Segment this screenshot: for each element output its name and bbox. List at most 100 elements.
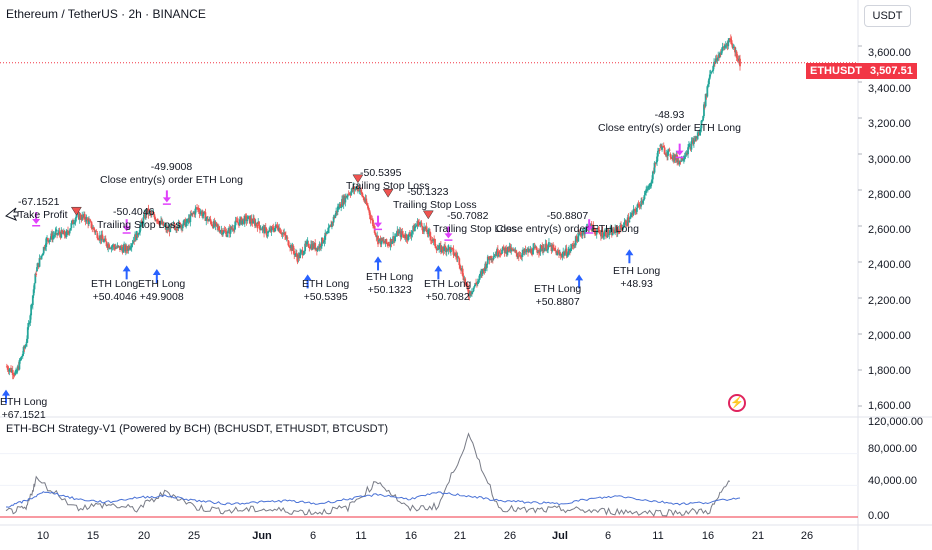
candle-body [15, 369, 17, 372]
candle-body [545, 243, 548, 251]
indicator-y-tick-label: 40,000.00 [868, 475, 917, 487]
candle-body [676, 155, 679, 162]
candle-body [518, 254, 521, 256]
candle-body [500, 253, 503, 255]
candle-body [334, 214, 337, 218]
candle-body [628, 220, 631, 223]
candle-body [469, 291, 472, 297]
candle-body [299, 252, 302, 259]
trade-annotation: -50.8807 Close entry(s) order ETH Long [496, 210, 639, 235]
candle-body [487, 256, 490, 259]
candle-body [491, 259, 494, 261]
y-tick-label: 1,800.00 [868, 365, 911, 377]
candle-body [284, 235, 287, 239]
candle-body [327, 227, 330, 234]
candle-body [243, 215, 246, 224]
candle-body [70, 223, 73, 229]
candle-body [261, 227, 264, 230]
x-tick-label: 11 [355, 530, 367, 542]
long-entry-arrow-icon [122, 265, 131, 280]
candle-body [279, 232, 282, 234]
candle-body [602, 236, 605, 238]
long-entry-arrow-icon [2, 389, 10, 404]
candle-body [554, 250, 557, 252]
candle-body [75, 215, 78, 219]
long-entry-arrow-icon [303, 274, 312, 289]
candle-body [608, 233, 611, 235]
candle-body [656, 150, 659, 157]
candle-body [103, 240, 105, 242]
candle-body [268, 230, 271, 232]
candle-body [521, 253, 524, 257]
candle-body [727, 40, 730, 47]
candle-body [202, 214, 204, 217]
candle-body [204, 212, 207, 221]
candle-body [464, 278, 467, 284]
candle-body [648, 183, 651, 186]
symbol-title[interactable]: Ethereum / TetherUS · 2h · BINANCE [6, 7, 206, 21]
candle-body [388, 244, 390, 245]
candle-body [513, 249, 516, 251]
candle-body [452, 248, 455, 255]
candle-body [668, 149, 671, 151]
x-tick-label: 26 [800, 530, 814, 542]
candle-body [130, 244, 133, 248]
candle-body [8, 369, 11, 372]
candle-body [101, 234, 104, 239]
candle-body [410, 233, 413, 237]
candle-body [177, 222, 180, 229]
candle-body [61, 230, 64, 233]
candle-body [199, 212, 202, 214]
candle-body [264, 227, 267, 229]
candle-body [321, 237, 324, 243]
candle-body [151, 213, 154, 215]
candle-body [687, 147, 689, 155]
currency-button[interactable]: USDT [864, 5, 911, 27]
y-tick-label: 2,600.00 [868, 224, 911, 236]
candle-body [371, 219, 374, 221]
candle-body [138, 232, 141, 235]
candle-body [57, 233, 59, 235]
candle-body [331, 222, 334, 224]
candle-body [492, 256, 495, 260]
candle-body [39, 258, 42, 260]
candle-body [663, 147, 666, 155]
y-tick-label: 2,200.00 [868, 295, 911, 307]
indicator-y-tick-label: 0.00 [868, 510, 890, 522]
candle-body [515, 250, 518, 254]
candle-body [393, 236, 396, 242]
candle-body [511, 248, 513, 250]
trade-annotation: -67.1521 Take Profit [18, 196, 68, 221]
candle-body [287, 240, 290, 246]
candle-body [434, 245, 437, 249]
candle-body [45, 238, 48, 247]
candle-body [157, 220, 160, 224]
candle-body [178, 222, 181, 224]
x-tick-label: Jun [252, 530, 272, 542]
candle-body [295, 253, 298, 258]
candle-body [207, 218, 209, 222]
candle-body [656, 156, 658, 163]
candle-body [294, 254, 296, 256]
candle-body [26, 327, 29, 339]
candle-body [441, 246, 444, 251]
candle-body [15, 370, 18, 374]
trade-annotation: -50.1323 Trailing Stop Loss [393, 186, 477, 211]
candle-body [557, 251, 560, 253]
candle-body [79, 214, 82, 219]
trade-annotation: -50.5395 Trailing Stop Loss [346, 167, 430, 192]
candle-body [579, 232, 582, 235]
candle-body [110, 246, 113, 249]
candle-body [552, 244, 555, 248]
candle-body [498, 251, 501, 253]
candle-body [266, 235, 269, 237]
candle-body [678, 160, 681, 165]
indicator-title[interactable]: ETH-BCH Strategy-V1 (Powered by BCH) (BC… [6, 423, 389, 435]
candle-body [429, 231, 431, 237]
tradingview-logo-icon[interactable]: ⚡ [728, 394, 746, 412]
candle-body [729, 38, 732, 41]
candle-body [653, 162, 656, 173]
candle-body [516, 253, 519, 257]
candle-body [558, 252, 560, 255]
